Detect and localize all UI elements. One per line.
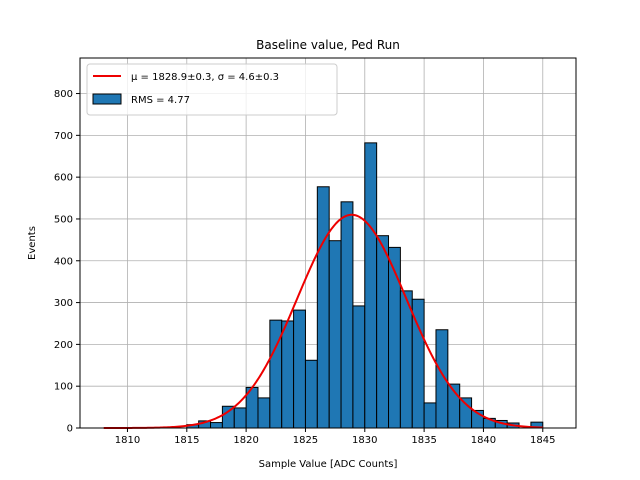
x-tick-label-1840: 1840 <box>471 435 496 446</box>
y-tick-label-700: 700 <box>54 131 73 142</box>
y-tick-label-400: 400 <box>54 256 73 267</box>
histogram-bar-1838 <box>459 397 473 429</box>
histogram-bar-1835 <box>423 402 437 429</box>
histogram-bar-1829 <box>352 305 366 429</box>
y-tick-label-800: 800 <box>54 89 73 100</box>
histogram-bar-1824 <box>293 309 306 429</box>
histogram-bar-1830 <box>364 142 378 429</box>
x-tick-label-1830: 1830 <box>352 435 377 446</box>
plot-frame <box>79 57 577 429</box>
y-tick-label-0: 0 <box>67 424 73 435</box>
histogram-bars <box>186 142 544 429</box>
y-axis-ticks: 0 100 200 300 400 500 600 700 800 <box>54 89 80 435</box>
x-tick-label-1825: 1825 <box>293 435 318 446</box>
y-tick-label-100: 100 <box>54 382 73 393</box>
histogram-bar-1825 <box>304 359 318 429</box>
y-axis-label: Events <box>27 226 38 260</box>
legend: μ = 1828.9±0.3, σ = 4.6±0.3 RMS = 4.77 <box>86 63 338 116</box>
y-tick-label-300: 300 <box>54 298 73 309</box>
legend-histogram-label: RMS = 4.77 <box>131 95 190 106</box>
x-tick-label-1845: 1845 <box>530 435 555 446</box>
histogram-bar-1833 <box>399 290 413 429</box>
gaussian-fit-curve <box>103 213 543 429</box>
histogram-bar-1817 <box>210 422 223 429</box>
legend-box <box>86 63 338 116</box>
chart-title: Baseline value, Ped Run <box>256 38 400 52</box>
x-tick-label-1820: 1820 <box>233 435 258 446</box>
histogram-bar-1821 <box>257 397 271 429</box>
y-tick-label-600: 600 <box>54 173 73 184</box>
x-tick-label-1835: 1835 <box>411 435 436 446</box>
histogram-bar-1828 <box>340 201 354 429</box>
y-tick-label-500: 500 <box>54 214 73 225</box>
histogram-bar-1831 <box>376 235 390 429</box>
x-axis-label: Sample Value [ADC Counts] <box>259 459 398 470</box>
x-axis-ticks: 1810 1815 1820 1825 1830 1835 1840 1845 <box>115 428 556 446</box>
histogram-bar-1823 <box>281 320 295 429</box>
histogram-bar-1826 <box>316 186 330 429</box>
histogram-bar-1827 <box>328 240 342 429</box>
histogram-bar-1832 <box>388 246 401 429</box>
legend-histogram-swatch <box>92 93 122 105</box>
x-tick-label-1810: 1810 <box>115 435 140 446</box>
histogram-bar-1819 <box>233 407 247 429</box>
legend-fit-label: μ = 1828.9±0.3, σ = 4.6±0.3 <box>131 72 279 83</box>
y-tick-label-200: 200 <box>54 340 73 351</box>
x-tick-label-1815: 1815 <box>174 435 199 446</box>
